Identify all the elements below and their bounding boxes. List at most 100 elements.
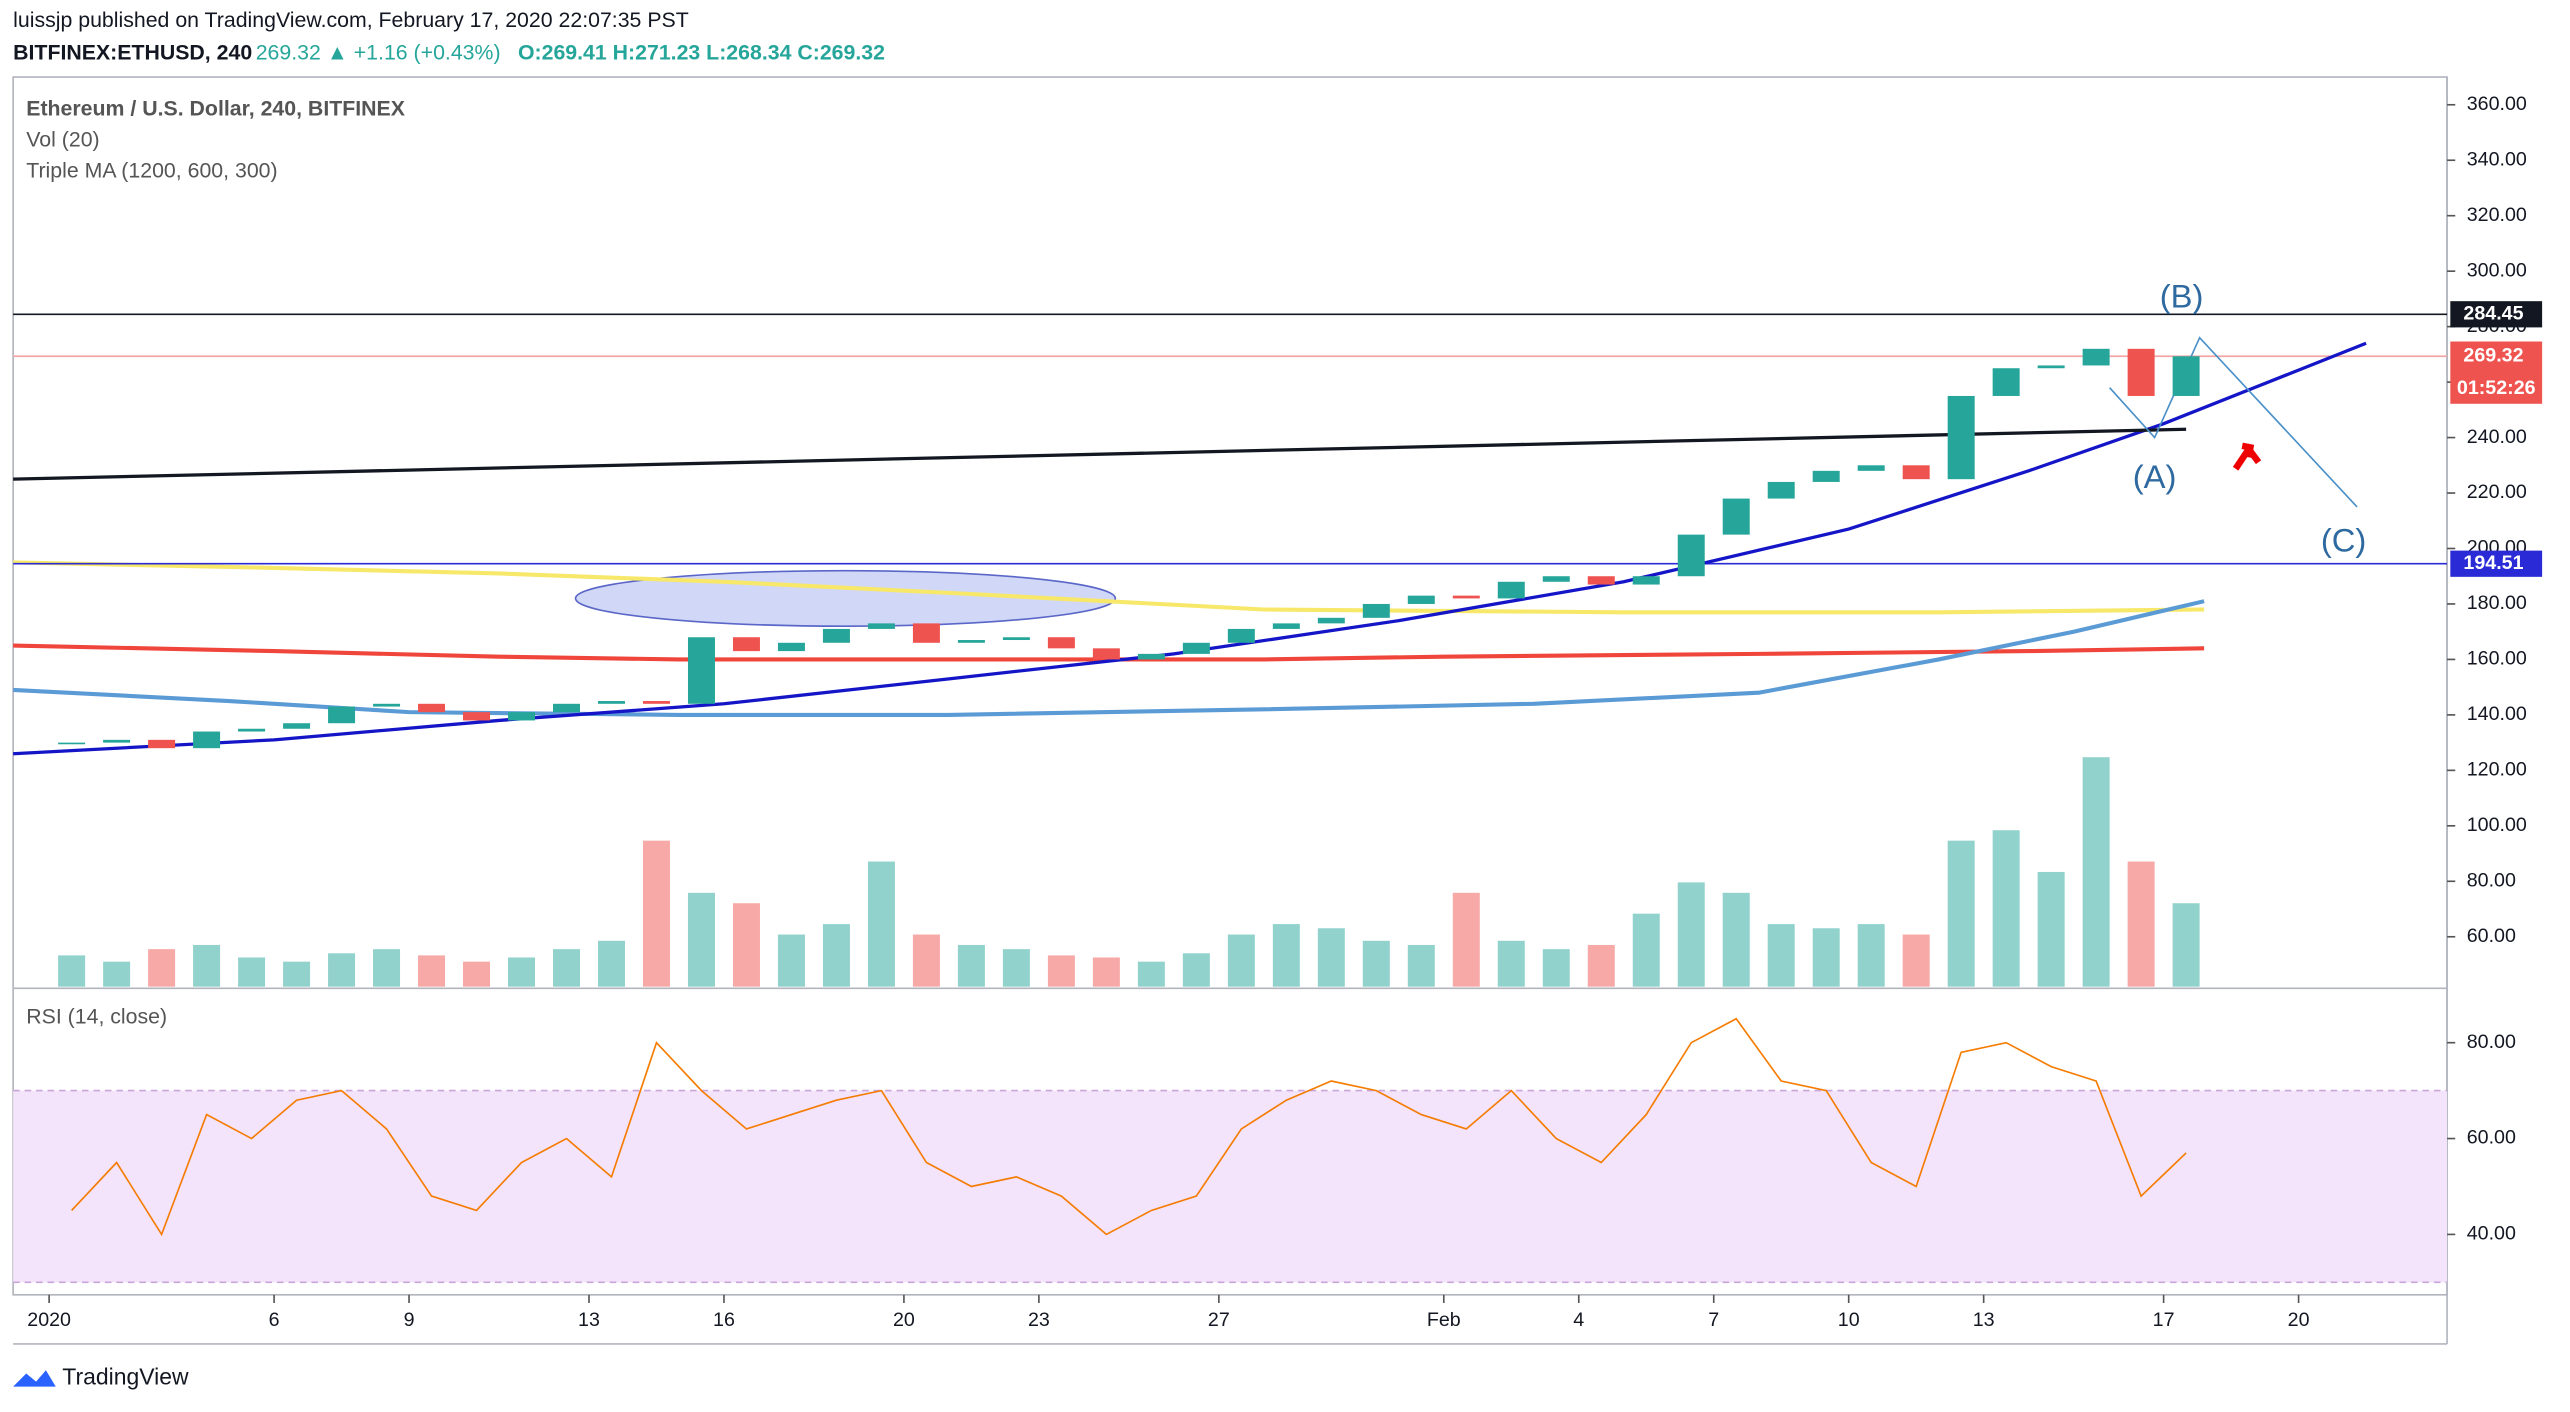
volume-bar: [1497, 940, 1525, 987]
x-tick-label: 20: [2288, 1309, 2310, 1331]
candle: [58, 742, 86, 745]
candle: [418, 703, 446, 713]
last-price-tag: [2450, 341, 2543, 404]
volume-bar: [1227, 934, 1255, 987]
candle: [1047, 637, 1075, 649]
x-tick-label: 17: [2153, 1309, 2175, 1331]
symbol: BITFINEX:ETHUSD, 240: [13, 41, 252, 65]
candle: [642, 701, 670, 704]
volume-bar: [373, 949, 401, 987]
y-tick-label: 100.00: [2467, 814, 2527, 836]
candle: [1317, 617, 1345, 624]
level-label: 284.45: [2463, 302, 2523, 324]
y-tick-label: 160.00: [2467, 648, 2527, 670]
footer: TradingView: [62, 1363, 189, 1389]
volume-bar: [418, 955, 446, 987]
candle: [867, 623, 895, 629]
candle: [1227, 628, 1255, 643]
last-price-label: 269.32: [2463, 344, 2523, 366]
x-tick-label: 9: [404, 1309, 415, 1331]
candle: [2172, 356, 2200, 396]
y-tick-label: 120.00: [2467, 759, 2527, 781]
volume-bar: [2082, 757, 2110, 987]
candle: [328, 706, 356, 724]
volume-bar: [867, 861, 895, 987]
volume-bar: [1452, 892, 1480, 987]
x-tick-label: 2020: [27, 1309, 71, 1331]
candle: [1677, 534, 1705, 577]
x-tick-label: 6: [269, 1309, 280, 1331]
volume-bar: [777, 934, 805, 987]
trendline: [13, 341, 2367, 756]
y-tick-label: 220.00: [2467, 481, 2527, 503]
x-tick-label: 20: [893, 1309, 915, 1331]
volume-bar: [1587, 944, 1615, 987]
arrow: [2232, 442, 2262, 471]
volume-bar: [642, 840, 670, 987]
candle: [1272, 623, 1300, 629]
volume-bar: [1272, 924, 1300, 987]
candle: [1812, 470, 1840, 482]
candle: [822, 628, 850, 643]
volume-bar: [1137, 961, 1165, 987]
wave-label: (A): [2133, 458, 2177, 495]
candle: [463, 712, 491, 721]
y-tick-label: 180.00: [2467, 592, 2527, 614]
candle: [103, 739, 131, 743]
candle: [1992, 368, 2020, 396]
candle: [193, 731, 221, 749]
volume-bar: [1812, 928, 1840, 987]
x-tick-label: 27: [1208, 1309, 1230, 1331]
volume-bar: [148, 949, 176, 987]
candle: [238, 728, 266, 732]
wave-label: (B): [2160, 278, 2204, 315]
x-tick-label: Feb: [1427, 1309, 1461, 1331]
volume-bar: [1362, 940, 1390, 987]
trendline: [13, 427, 2187, 481]
volume-bar: [1902, 934, 1930, 987]
wave-label: (C): [2321, 522, 2366, 559]
volume-bar: [687, 892, 715, 987]
volume-bar: [597, 940, 625, 987]
candle: [283, 723, 311, 729]
candle: [2082, 348, 2110, 366]
volume-bar: [328, 953, 356, 987]
rsi-tick-label: 80.00: [2467, 1031, 2516, 1053]
volume-bar: [238, 957, 266, 987]
candle: [553, 703, 580, 713]
volume-bar: [822, 924, 850, 987]
volume-bar: [283, 961, 311, 987]
volume-bar: [1047, 955, 1075, 987]
candle: [1452, 595, 1480, 599]
candle: [1587, 576, 1615, 585]
ohlc: O:269.41 H:271.23 L:268.34 C:269.32: [518, 41, 885, 65]
candle: [1947, 395, 1975, 480]
candle: [2127, 348, 2155, 396]
candle: [373, 703, 401, 707]
candle: [1722, 498, 1750, 535]
publisher: luissjp published on TradingView.com, Fe…: [13, 8, 689, 32]
candle: [508, 712, 536, 721]
candle: [1002, 637, 1030, 641]
y-tick-label: 240.00: [2467, 426, 2527, 448]
x-tick-label: 23: [1028, 1309, 1050, 1331]
candle: [912, 623, 940, 643]
volume-bar: [1632, 913, 1660, 987]
volume-bar: [553, 949, 580, 987]
x-tick-label: 13: [578, 1309, 600, 1331]
x-tick-label: 10: [1838, 1309, 1860, 1331]
candle: [687, 637, 715, 704]
candle: [1137, 653, 1165, 660]
volume-bar: [1182, 953, 1210, 987]
x-tick-label: 13: [1973, 1309, 1995, 1331]
level-tag: [2450, 301, 2543, 328]
candle: [597, 701, 625, 704]
plot: 60.00 80.00 100.00 120.00 140.00 160.00 180.00…: [13, 93, 2543, 1331]
volume-bar: [1092, 957, 1120, 987]
candle: [1857, 465, 1885, 471]
y-tick-label: 140.00: [2467, 703, 2527, 725]
volume-bar: [2127, 861, 2155, 987]
volume-bar: [1407, 944, 1435, 987]
